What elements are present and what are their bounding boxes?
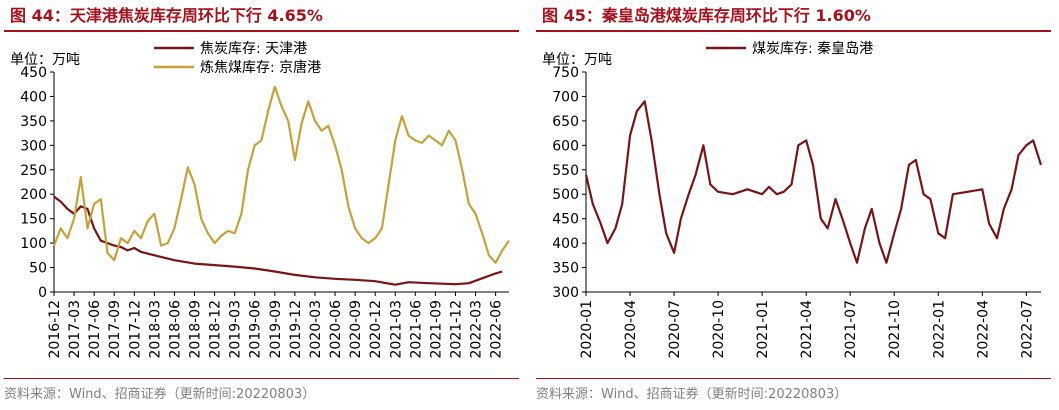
source-note: 资料来源：Wind、招商证券（更新时间:20220803） — [536, 387, 848, 402]
y-tick-label: 200 — [20, 187, 47, 203]
x-tick-label: 2020-09 — [348, 300, 364, 359]
x-tick-label: 2020-10 — [711, 300, 727, 359]
x-tick-label: 2017-12 — [127, 300, 143, 359]
legend-label-0: 煤炭库存: 秦皇岛港 — [752, 41, 873, 57]
x-tick-label: 2018-12 — [208, 300, 224, 359]
x-tick-label: 2019-09 — [268, 300, 284, 359]
x-tick-label: 2020-03 — [308, 300, 324, 359]
y-tick-label: 100 — [20, 236, 47, 252]
y-tick-label: 350 — [20, 114, 47, 130]
series-line-1 — [52, 85, 510, 264]
x-tick-label: 2021-07 — [843, 300, 859, 359]
x-tick-label: 2020-06 — [328, 300, 344, 359]
y-tick-label: 550 — [552, 163, 579, 179]
source-divider — [4, 378, 519, 379]
chart-left-svg: 单位：万吨 0 50 100 150 200 250 300 350 400 450 2016-12… — [10, 41, 510, 359]
y-tick-label: 450 — [20, 65, 47, 81]
legend-label-0: 焦炭库存: 天津港 — [200, 41, 307, 57]
y-tick-label: 0 — [38, 285, 47, 301]
x-tick-label: 2022-03 — [469, 300, 485, 359]
x-tick-label: 2021-09 — [428, 300, 444, 359]
x-tick-label: 2019-03 — [228, 300, 244, 359]
chart-right-svg: 单位：万吨 300 350 400 450 500 550 600 650 700 750 2020… — [542, 41, 1043, 359]
y-tick-label: 300 — [20, 138, 47, 154]
x-tick-label: 2022-01 — [931, 300, 947, 359]
y-tick-label: 300 — [552, 285, 579, 301]
x-tick-label: 2020-04 — [623, 300, 639, 359]
y-tick-label: 400 — [552, 236, 579, 252]
y-tick-label: 750 — [552, 65, 579, 81]
title-divider — [536, 30, 1051, 32]
x-tick-label: 2021-10 — [887, 300, 903, 359]
y-tick-label: 500 — [552, 187, 579, 203]
unit-label: 单位：万吨 — [10, 52, 80, 68]
chart-panel-left: 图 44：天津港焦炭库存周环比下行 4.65% 单位：万吨 0 50 100 150 2… — [4, 0, 524, 410]
series-line-0 — [584, 100, 1043, 264]
x-tick-label: 2021-03 — [388, 300, 404, 359]
legend-label-1: 炼焦煤库存: 京唐港 — [200, 59, 321, 76]
x-tick-label: 2020-01 — [579, 300, 595, 359]
y-tick-label: 450 — [552, 212, 579, 228]
x-tick-label: 2018-09 — [188, 300, 204, 359]
y-tick-label: 700 — [552, 89, 579, 105]
x-tick-label: 2022-07 — [1019, 300, 1035, 359]
x-tick-label: 2021-12 — [448, 300, 464, 359]
source-note: 资料来源：Wind、招商证券（更新时间:20220803） — [4, 387, 316, 402]
y-tick-label: 250 — [20, 163, 47, 179]
y-tick-label: 650 — [552, 114, 579, 130]
y-tick-label: 50 — [29, 261, 47, 277]
y-tick-label: 600 — [552, 138, 579, 154]
x-tick-label: 2022-04 — [975, 300, 991, 359]
x-tick-label: 2016-12 — [47, 300, 63, 359]
x-tick-label: 2020-07 — [667, 300, 683, 359]
y-tick-label: 350 — [552, 261, 579, 277]
y-tick-label: 400 — [20, 89, 47, 105]
x-tick-label: 2021-06 — [408, 300, 424, 359]
x-tick-label: 2022-06 — [489, 300, 505, 359]
chart-panel-right: 图 45：秦皇岛港煤炭库存周环比下行 1.60% 单位：万吨 300 350 400… — [536, 0, 1056, 410]
title-divider — [4, 30, 519, 32]
x-tick-label: 2017-03 — [67, 300, 83, 359]
unit-label: 单位：万吨 — [542, 52, 612, 68]
x-tick-label: 2021-04 — [799, 300, 815, 359]
chart-title: 图 45：秦皇岛港煤炭库存周环比下行 1.60% — [542, 6, 871, 25]
source-divider — [536, 378, 1051, 379]
chart-title: 图 44：天津港焦炭库存周环比下行 4.65% — [10, 6, 323, 25]
x-tick-label: 2019-12 — [288, 300, 304, 359]
x-tick-label: 2020-12 — [368, 300, 384, 359]
y-tick-label: 150 — [20, 212, 47, 228]
x-tick-label: 2017-09 — [107, 300, 123, 359]
x-tick-label: 2021-01 — [755, 300, 771, 359]
x-tick-label: 2019-06 — [248, 300, 264, 359]
x-tick-label: 2018-06 — [167, 300, 183, 359]
x-tick-label: 2017-06 — [87, 300, 103, 359]
x-tick-label: 2018-03 — [147, 300, 163, 359]
